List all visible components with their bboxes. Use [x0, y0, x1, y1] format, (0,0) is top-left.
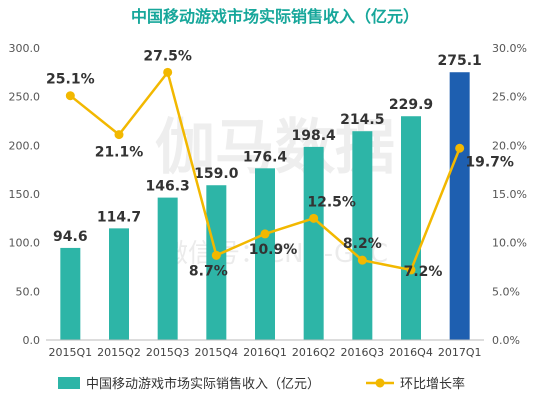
growth-point-2016Q2	[309, 213, 319, 223]
growth-point-2017Q1	[455, 143, 465, 153]
y-left-tick-label: 300.0	[9, 42, 41, 55]
bar-2015Q2	[109, 228, 129, 340]
x-tick-label: 2015Q1	[49, 346, 93, 359]
legend: 中国移动游戏市场实际销售收入（亿元） 环比增长率	[58, 376, 465, 392]
growth-point-2015Q4	[211, 250, 221, 260]
x-tick-label: 2016Q2	[292, 346, 336, 359]
bar-value-label: 275.1	[438, 53, 482, 69]
growth-value-label: 7.2%	[404, 264, 443, 280]
bar-value-label: 146.3	[146, 179, 190, 195]
chart-title: 中国移动游戏市场实际销售收入（亿元）	[131, 7, 419, 26]
bar-value-label: 159.0	[194, 166, 239, 182]
bar-value-label: 176.4	[243, 149, 288, 165]
legend-bar-swatch	[58, 377, 80, 389]
y-left-tick-label: 0.0	[23, 334, 41, 347]
y-left-tick-label: 150.0	[9, 188, 41, 201]
x-tick-label: 2015Q2	[97, 346, 141, 359]
legend-bar-label: 中国移动游戏市场实际销售收入（亿元）	[86, 376, 320, 392]
bar-2015Q1	[60, 247, 81, 340]
growth-line-series: 25.1% 21.1% 27.5% 8.7% 10.9% 12.5% 8.2% 7.2% 19.…	[46, 48, 514, 280]
growth-value-label: 27.5%	[143, 48, 192, 64]
bar-value-label: 198.4	[292, 128, 337, 144]
y-left-tick-label: 50.0	[16, 285, 41, 298]
growth-point-2016Q3	[357, 255, 367, 265]
y-right-tick-label: 25.0%	[492, 91, 527, 104]
growth-point-2016Q4	[406, 265, 416, 275]
x-tick-label: 2016Q3	[341, 346, 385, 359]
y-right-tick-label: 5.0%	[492, 285, 520, 298]
growth-point-2015Q1	[65, 91, 75, 101]
x-tick-label: 2016Q1	[243, 346, 287, 359]
legend-line-label: 环比增长率	[400, 376, 465, 392]
growth-value-label: 8.7%	[189, 263, 228, 279]
y-right-tick-label: 30.0%	[492, 42, 527, 55]
bar-2016Q2	[303, 146, 324, 340]
x-tick-label: 2017Q1	[438, 346, 482, 359]
x-axis: 2015Q1 2015Q2 2015Q3 2015Q4 2016Q1 2016Q2 2016…	[46, 339, 484, 359]
bar-value-label: 94.6	[53, 229, 88, 245]
y-axis-right: 0.0% 5.0% 10.0% 15.0% 20.0% 25.0% 30.0%	[492, 42, 527, 347]
bar-2016Q3	[352, 131, 373, 340]
y-right-tick-label: 15.0%	[492, 188, 527, 201]
growth-point-2016Q1	[260, 229, 270, 239]
x-tick-label: 2016Q4	[389, 346, 433, 359]
y-left-tick-label: 200.0	[9, 139, 41, 152]
bar-2017Q1	[449, 72, 470, 341]
bar-2016Q1	[255, 168, 275, 340]
growth-value-label: 21.1%	[95, 145, 144, 161]
bar-value-label: 214.5	[340, 112, 384, 128]
y-axis-left: 0.0 50.0 100.0 150.0 200.0 250.0 300.0	[9, 42, 41, 347]
y-left-tick-label: 250.0	[9, 91, 41, 104]
y-left-tick-label: 100.0	[9, 237, 41, 250]
growth-value-label: 19.7%	[465, 154, 514, 170]
x-tick-label: 2015Q3	[146, 346, 190, 359]
bar-value-label: 114.7	[97, 209, 141, 225]
growth-value-label: 25.1%	[46, 72, 95, 88]
growth-value-label: 8.2%	[343, 236, 382, 252]
growth-value-label: 12.5%	[307, 194, 356, 210]
x-tick-label: 2015Q4	[195, 346, 239, 359]
y-right-tick-label: 20.0%	[492, 139, 527, 152]
bar-value-label: 229.9	[389, 97, 433, 113]
legend-line-marker	[375, 378, 385, 388]
growth-value-label: 10.9%	[249, 242, 298, 258]
y-right-tick-label: 0.0%	[492, 334, 520, 347]
bar-2015Q3	[157, 197, 178, 340]
y-right-tick-label: 10.0%	[492, 237, 527, 250]
growth-point-2015Q3	[163, 67, 173, 77]
growth-point-2015Q2	[114, 130, 124, 140]
bar-2016Q4	[401, 116, 421, 340]
bar-2015Q4	[206, 185, 227, 340]
